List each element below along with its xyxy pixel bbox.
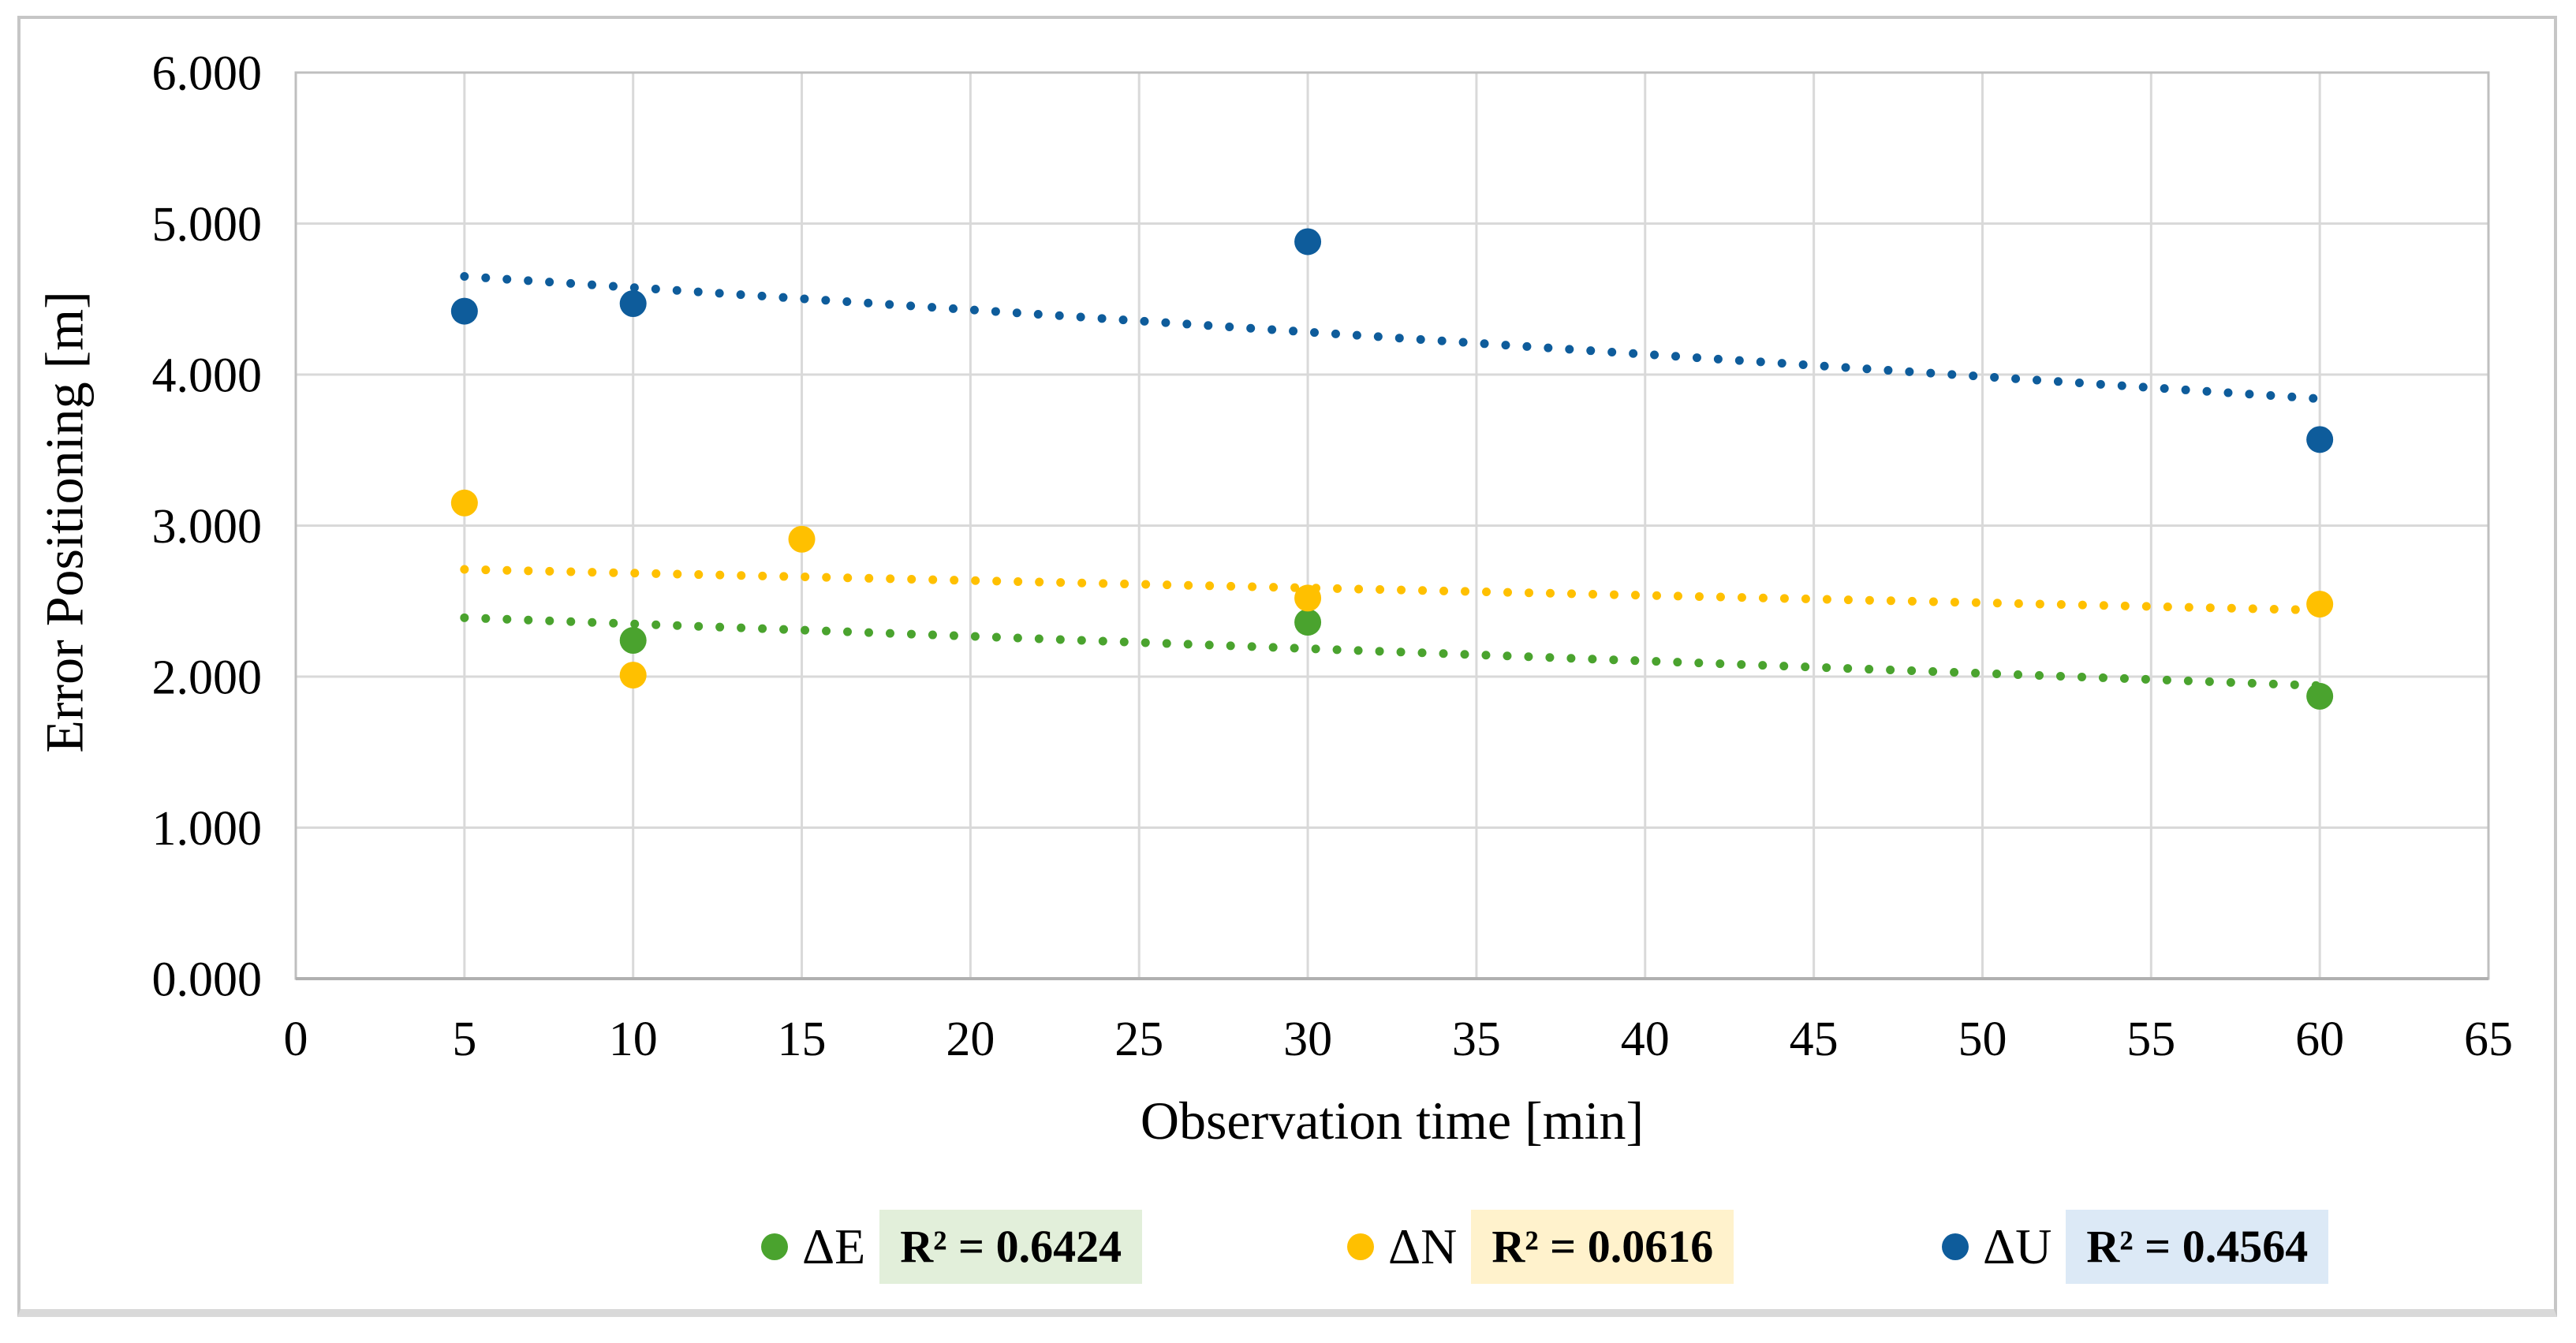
point-ΔE-x30 [1294, 609, 1322, 636]
y-tick-label-4.000: 4.000 [152, 349, 263, 403]
x-tick-label-20: 20 [946, 1013, 995, 1066]
y-tick-label-0.000: 0.000 [152, 953, 263, 1007]
trendline-ΔU [460, 272, 2324, 404]
point-ΔU-x10 [619, 289, 647, 317]
x-tick-label-35: 35 [1452, 1013, 1501, 1066]
point-ΔN-x5 [450, 489, 478, 517]
y-tick-label-1.000: 1.000 [152, 802, 263, 856]
legend-label-delta-e: ΔE [802, 1218, 866, 1274]
legend-item-delta-n: ΔN R² = 0.0616 [1347, 1210, 1734, 1284]
y-tick-label-5.000: 5.000 [152, 198, 263, 252]
x-tick-label-30: 30 [1283, 1013, 1332, 1066]
delta-e-marker-icon [761, 1233, 788, 1260]
x-tick-label-55: 55 [2126, 1013, 2175, 1066]
point-ΔU-x5 [450, 297, 478, 325]
y-tick-label-2.000: 2.000 [152, 651, 263, 705]
x-tick-label-60: 60 [2295, 1013, 2344, 1066]
point-ΔE-x60 [2306, 682, 2334, 710]
point-ΔN-x15 [788, 525, 816, 553]
x-tick-label-10: 10 [609, 1013, 658, 1066]
x-tick-label-40: 40 [1621, 1013, 1670, 1066]
legend-item-delta-u: ΔU R² = 0.4564 [1942, 1210, 2329, 1284]
x-tick-label-15: 15 [778, 1013, 827, 1066]
figure-border [17, 16, 2557, 1317]
legend-label-delta-n: ΔN [1388, 1218, 1458, 1274]
r2-badge-delta-n: R² = 0.0616 [1471, 1210, 1734, 1284]
x-axis-title: Observation time [min] [1140, 1091, 1645, 1151]
x-tick-label-65: 65 [2464, 1013, 2513, 1066]
y-axis-title: Error Positioning [m] [34, 291, 95, 753]
legend-item-delta-e: ΔE R² = 0.6424 [761, 1210, 1143, 1284]
x-tick-label-50: 50 [1958, 1013, 2007, 1066]
point-ΔE-x10 [619, 627, 647, 655]
point-ΔN-x60 [2306, 591, 2334, 618]
point-ΔU-x30 [1294, 228, 1322, 256]
point-ΔN-x10 [619, 662, 647, 689]
y-tick-label-3.000: 3.000 [152, 500, 263, 554]
r2-badge-delta-u: R² = 0.4564 [2066, 1210, 2329, 1284]
trendline-ΔN [460, 565, 2324, 615]
x-tick-label-25: 25 [1114, 1013, 1163, 1066]
delta-u-marker-icon [1942, 1233, 1969, 1260]
point-ΔN-x30 [1294, 584, 1322, 612]
x-tick-label-5: 5 [452, 1013, 476, 1066]
r2-badge-delta-e: R² = 0.6424 [879, 1210, 1143, 1284]
x-tick-label-0: 0 [284, 1013, 308, 1066]
delta-n-marker-icon [1347, 1233, 1374, 1260]
x-tick-label-45: 45 [1790, 1013, 1839, 1066]
y-tick-label-6.000: 6.000 [152, 47, 263, 101]
legend-label-delta-u: ΔU [1983, 1218, 2052, 1274]
point-ΔU-x60 [2306, 426, 2334, 453]
